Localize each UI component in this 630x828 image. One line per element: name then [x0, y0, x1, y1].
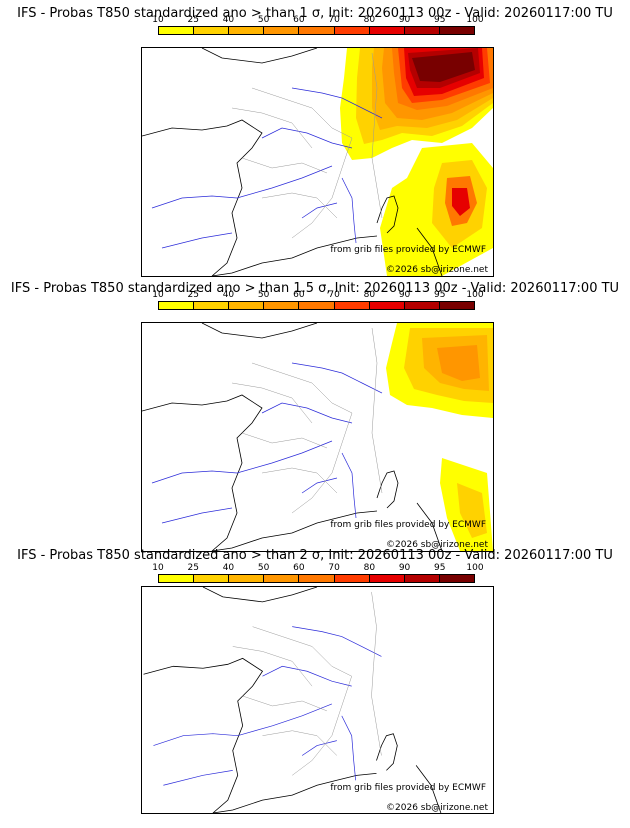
colorbar-segment	[334, 302, 370, 309]
colorbar-segment	[229, 27, 265, 34]
map-panel-3: IFS - Probas T850 standardized ano > tha…	[0, 548, 630, 818]
credit-source: from grib files provided by ECMWF	[330, 245, 486, 255]
colorbar-segment	[369, 575, 405, 582]
rivers	[151, 87, 383, 249]
colorbar-segment	[334, 575, 370, 582]
rivers	[153, 626, 382, 786]
colorbar	[158, 301, 475, 310]
map-canvas	[142, 48, 493, 276]
colorbar-labels: 10 25 40 50 60 70 80 90 95 100	[152, 15, 483, 26]
map-panel-2: IFS - Probas T850 standardized ano > tha…	[0, 275, 630, 552]
colorbar-segment	[264, 302, 300, 309]
colorbar-segment	[159, 27, 195, 34]
credit-source: from grib files provided by ECMWF	[330, 520, 486, 530]
borders	[232, 591, 382, 776]
coastlines	[143, 587, 442, 813]
colorbar-tick-label: 50	[257, 290, 270, 300]
credit-source: from grib files provided by ECMWF	[330, 783, 486, 793]
colorbar-segment	[404, 302, 440, 309]
panel-title: IFS - Probas T850 standardized ano > tha…	[17, 548, 613, 563]
colorbar-tick-label: 60	[293, 563, 305, 573]
colorbar-segment	[159, 302, 195, 309]
colorbar-segment	[229, 575, 265, 582]
colorbar-tick-label: 100	[466, 290, 484, 300]
probability-shading	[340, 48, 493, 276]
probability-map	[141, 322, 494, 552]
colorbar-segment	[299, 27, 335, 34]
colorbar-segment	[194, 27, 230, 34]
colorbar-segment	[439, 302, 474, 309]
credit-copyright: ©2026 sb@irizone.net	[386, 265, 488, 275]
probability-map	[141, 586, 494, 814]
colorbar-tick-label: 60	[293, 290, 305, 300]
colorbar-tick-label: 80	[363, 563, 376, 573]
colorbar-tick-label: 40	[222, 563, 235, 573]
colorbar-tick-label: 95	[434, 15, 446, 25]
colorbar-segment	[369, 302, 405, 309]
colorbar-segment	[159, 575, 195, 582]
colorbar-tick-label: 80	[363, 290, 376, 300]
colorbar-tick-label: 50	[257, 15, 270, 25]
colorbar-segment	[404, 575, 440, 582]
colorbar-segment	[229, 302, 265, 309]
colorbar-tick-label: 40	[222, 15, 235, 25]
colorbar-tick-label: 90	[398, 563, 411, 573]
colorbar-labels: 10 25 40 50 60 70 80 90 95 100	[152, 563, 483, 574]
colorbar-tick-label: 70	[328, 290, 340, 300]
colorbar-segment	[264, 575, 300, 582]
colorbar-tick-label: 10	[152, 290, 164, 300]
map-panel-1: IFS - Probas T850 standardized ano > tha…	[0, 0, 630, 277]
colorbar-tick-label: 70	[328, 15, 340, 25]
rivers	[151, 362, 383, 524]
coastlines	[142, 48, 443, 276]
borders	[231, 52, 383, 239]
colorbar-tick-label: 95	[434, 563, 446, 573]
colorbar-tick-label: 70	[328, 563, 340, 573]
colorbar-tick-label: 25	[187, 15, 199, 25]
colorbar-segment	[264, 27, 300, 34]
colorbar-tick-label: 60	[293, 15, 305, 25]
colorbar-tick-label: 25	[187, 563, 199, 573]
colorbar-tick-label: 10	[152, 15, 164, 25]
probability-map	[141, 47, 494, 277]
panel-title: IFS - Probas T850 standardized ano > tha…	[10, 281, 620, 296]
credit-copyright: ©2026 sb@irizone.net	[386, 540, 488, 550]
colorbar-tick-label: 40	[222, 290, 235, 300]
colorbar-segment	[299, 302, 335, 309]
colorbar-segment	[194, 575, 230, 582]
colorbar-tick-label: 80	[363, 15, 376, 25]
map-canvas	[142, 323, 493, 551]
colorbar-labels: 10 25 40 50 60 70 80 90 95 100	[152, 290, 483, 301]
credit-copyright: ©2026 sb@irizone.net	[386, 803, 488, 813]
colorbar-tick-label: 25	[187, 290, 199, 300]
colorbar-segment	[334, 27, 370, 34]
colorbar-segment	[439, 27, 474, 34]
colorbar-tick-label: 10	[152, 563, 164, 573]
colorbar-segment	[194, 302, 230, 309]
colorbar-tick-label: 100	[466, 15, 484, 25]
colorbar	[158, 574, 475, 583]
colorbar-tick-label: 90	[398, 15, 411, 25]
map-canvas	[143, 587, 442, 813]
panel-title: IFS - Probas T850 standardized ano > tha…	[17, 6, 613, 21]
probability-shading	[386, 323, 493, 551]
colorbar-tick-label: 100	[466, 563, 484, 573]
borders	[231, 327, 383, 514]
colorbar-segment	[439, 575, 474, 582]
coastlines	[142, 323, 443, 551]
colorbar-segment	[369, 27, 405, 34]
colorbar-tick-label: 50	[257, 563, 270, 573]
colorbar-tick-label: 95	[434, 290, 446, 300]
colorbar-tick-label: 90	[398, 290, 411, 300]
colorbar-segment	[404, 27, 440, 34]
colorbar-segment	[299, 575, 335, 582]
colorbar	[158, 26, 475, 35]
